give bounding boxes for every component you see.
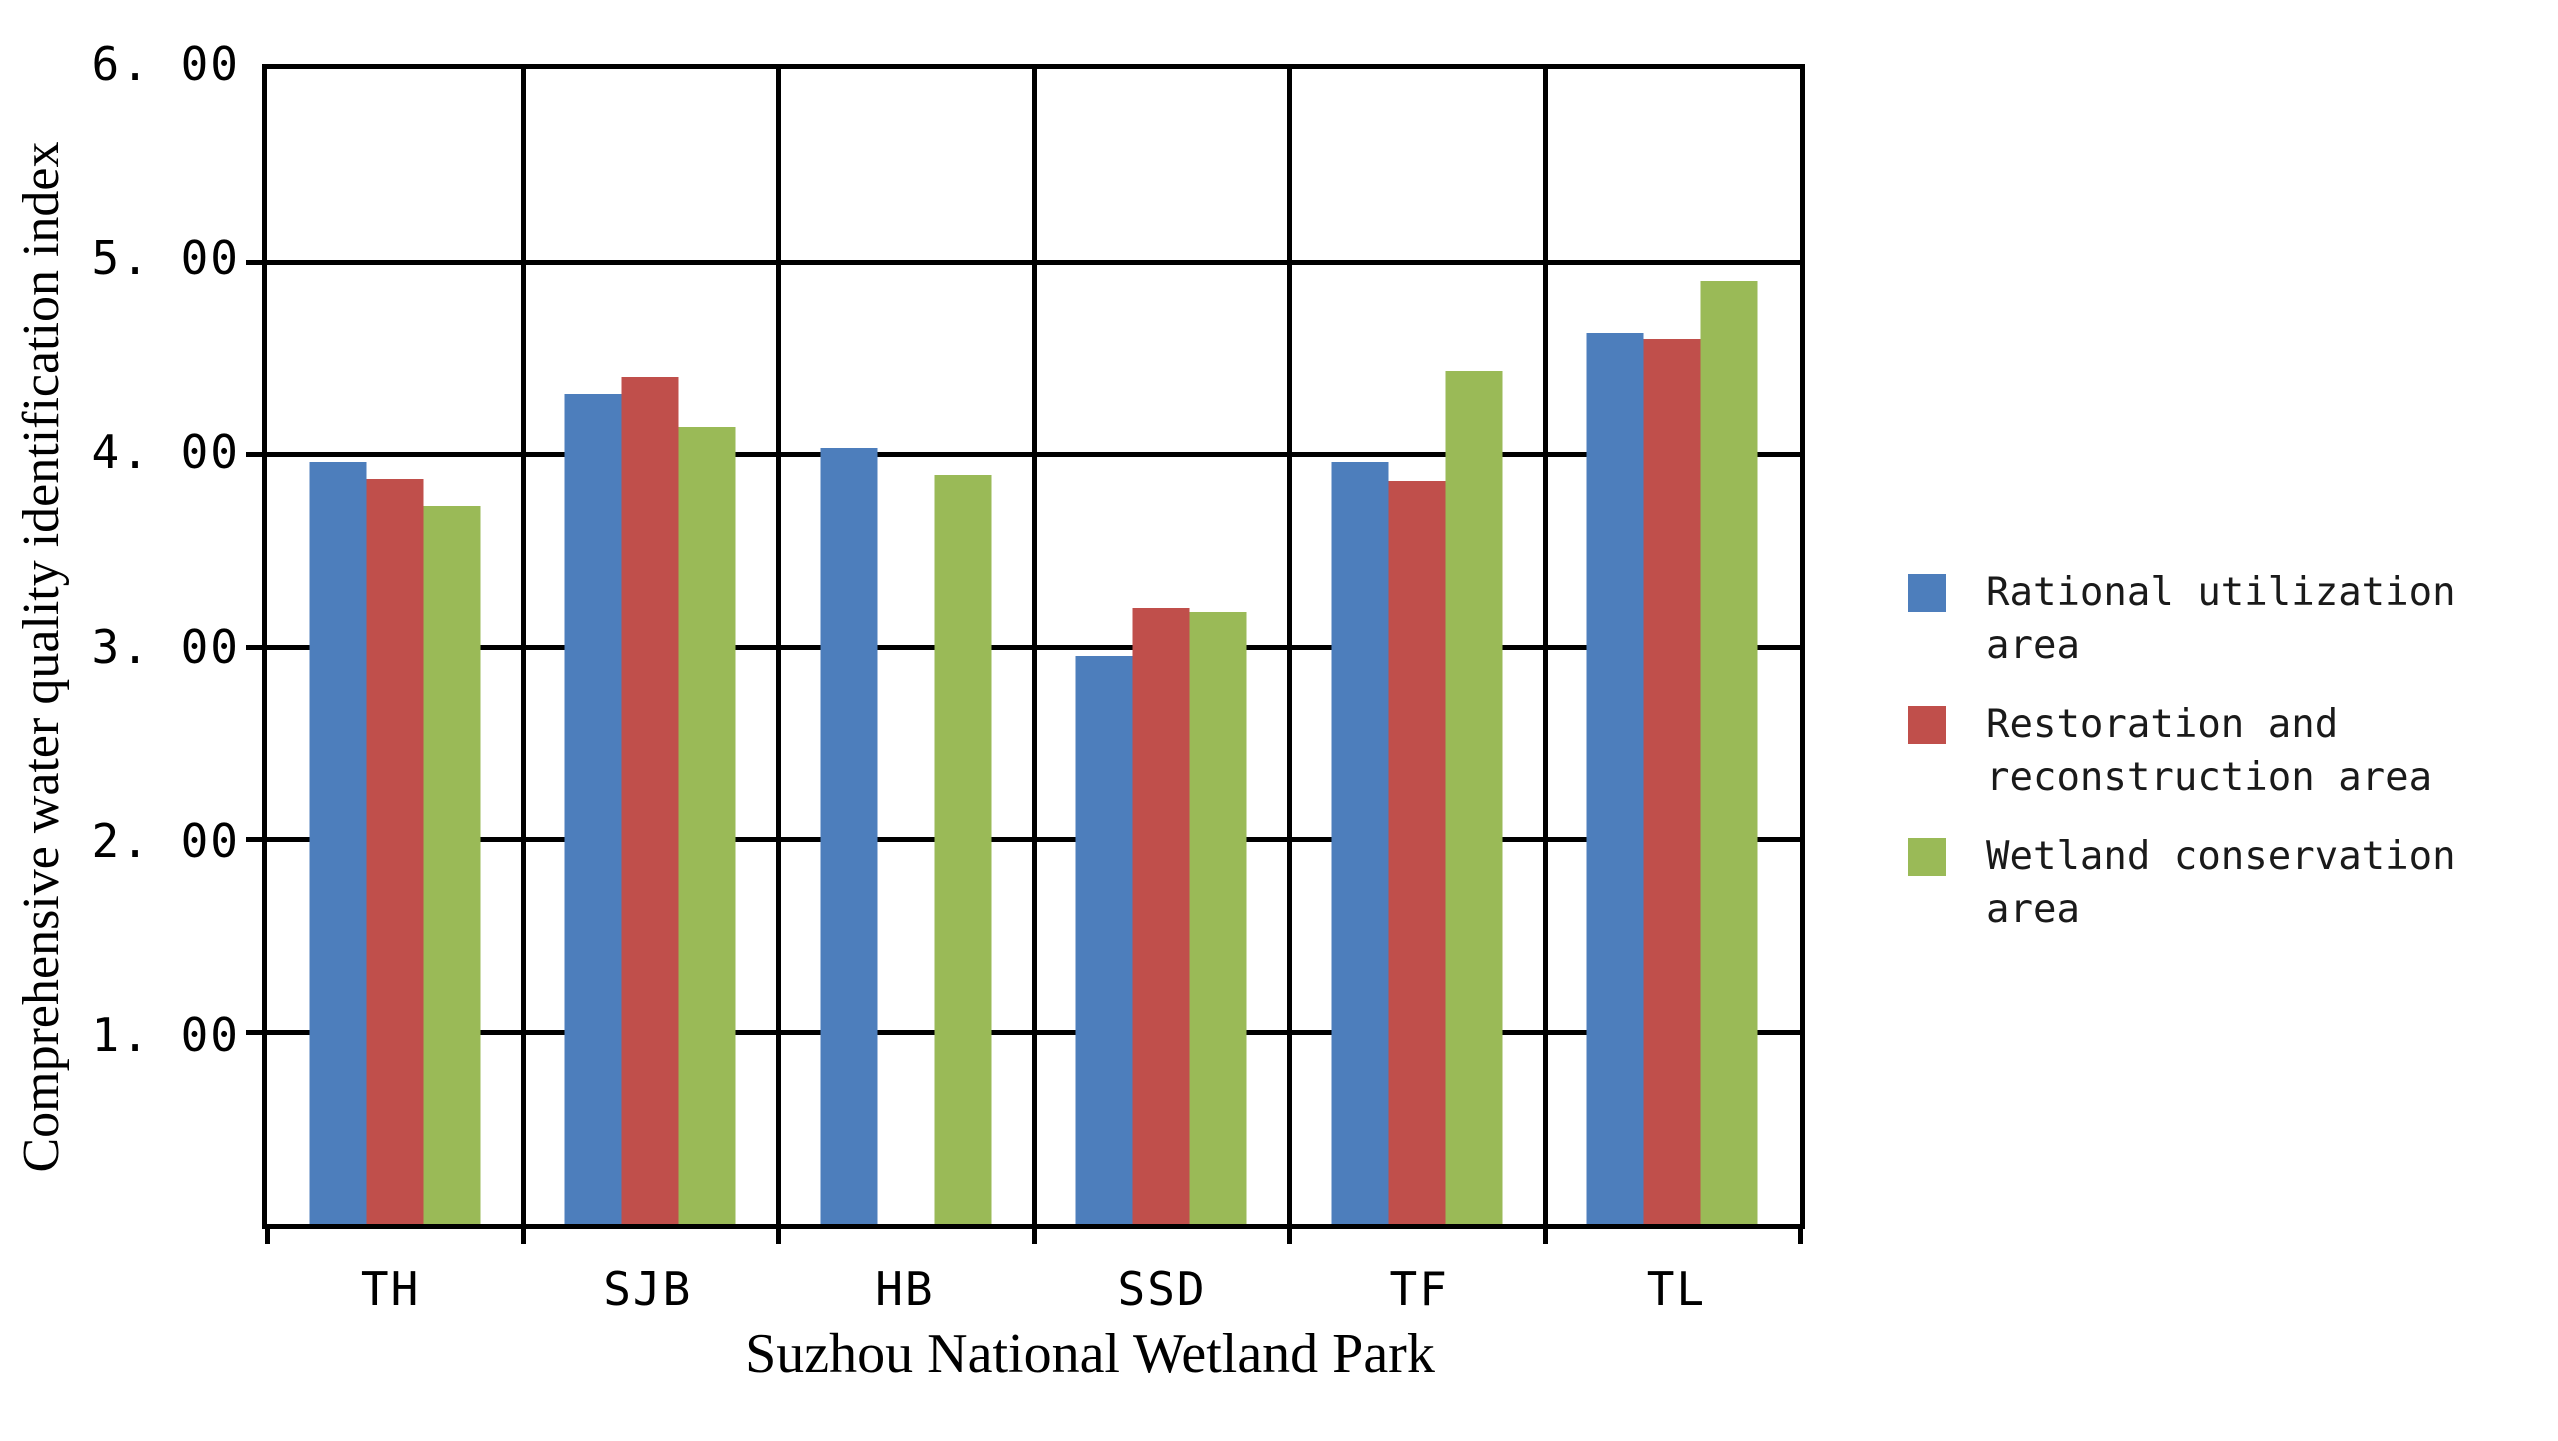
x-tick-label-sjb: SJB — [603, 1262, 693, 1316]
legend-item: Wetland conservation area — [1908, 830, 2456, 936]
legend: Rational utilization area Restoration and r… — [1908, 566, 2456, 962]
y-tick-label: 5. 00 — [91, 231, 240, 286]
bar — [423, 505, 481, 1224]
bar — [1132, 608, 1190, 1224]
y-tick-label: 6. 00 — [91, 37, 240, 91]
x-axis-tick — [265, 1229, 270, 1244]
bar-cluster — [1586, 69, 1758, 1224]
y-axis-title: Comprehensive water quality identificati… — [13, 141, 70, 1173]
v-gridline — [776, 69, 781, 1224]
bar-cluster — [1075, 69, 1247, 1224]
x-axis-tick — [520, 1229, 526, 1244]
category-cell-hb — [778, 69, 1034, 1224]
bar — [621, 377, 679, 1224]
bar-cluster — [820, 69, 992, 1224]
v-gridline — [1031, 69, 1037, 1224]
bar — [564, 394, 622, 1224]
y-axis-tick — [246, 259, 263, 265]
category-cell-ssd — [1034, 69, 1290, 1224]
bar — [934, 475, 992, 1224]
v-gridline — [1287, 69, 1292, 1224]
bar — [1189, 611, 1247, 1224]
bar — [1700, 280, 1758, 1224]
category-cell-th — [267, 69, 523, 1224]
x-axis-tick — [1031, 1229, 1037, 1244]
v-gridline — [1542, 69, 1548, 1224]
x-axis-title: Suzhou National Wetland Park — [745, 1323, 1435, 1385]
y-tick-label: 4. 00 — [91, 425, 240, 480]
legend-label: Rational utilization area — [1986, 570, 2456, 668]
bar — [1388, 480, 1446, 1224]
x-tick-label-hb: HB — [875, 1262, 935, 1316]
bar — [820, 448, 878, 1224]
x-axis-tick — [1542, 1229, 1548, 1244]
x-tick-label-ssd: SSD — [1117, 1262, 1207, 1316]
x-tick-label-tl: TL — [1646, 1262, 1707, 1316]
legend-label: Restoration and reconstruction area — [1986, 702, 2433, 800]
y-axis-tick — [246, 837, 263, 842]
x-axis-tick — [1798, 1229, 1803, 1244]
legend-swatch — [1908, 706, 1946, 744]
category-cell-tl — [1545, 69, 1801, 1224]
bar — [1331, 461, 1389, 1224]
category-cell-tf — [1289, 69, 1545, 1224]
legend-label: Wetland conservation area — [1986, 834, 2456, 932]
y-tick-label: 1. 00 — [91, 1007, 240, 1062]
bar — [1075, 656, 1133, 1224]
legend-swatch — [1908, 574, 1946, 612]
bar — [1586, 332, 1644, 1224]
x-tick-label-th: TH — [360, 1262, 421, 1316]
bar — [678, 427, 736, 1224]
bar — [366, 479, 424, 1224]
legend-item: Restoration and reconstruction area — [1908, 698, 2456, 804]
x-axis-tick — [776, 1229, 781, 1244]
legend-swatch — [1908, 838, 1946, 876]
y-tick-label: 3. 00 — [91, 619, 240, 674]
v-gridline — [520, 69, 526, 1224]
x-axis-tick — [1287, 1229, 1292, 1244]
y-axis-tick — [246, 1029, 263, 1035]
y-tick-label: 2. 00 — [91, 813, 240, 868]
bar — [1445, 371, 1503, 1224]
legend-item: Rational utilization area — [1908, 566, 2456, 672]
category-cell-sjb — [523, 69, 779, 1224]
bar — [1643, 338, 1701, 1224]
plot-area — [246, 64, 1805, 1244]
x-tick-label-tf: TF — [1389, 1262, 1449, 1316]
y-axis-tick — [246, 452, 263, 457]
bar-cluster — [309, 69, 481, 1224]
bar — [309, 461, 367, 1224]
bar-cluster — [1331, 69, 1503, 1224]
bar-cluster — [564, 69, 736, 1224]
y-axis-tick — [246, 644, 263, 650]
